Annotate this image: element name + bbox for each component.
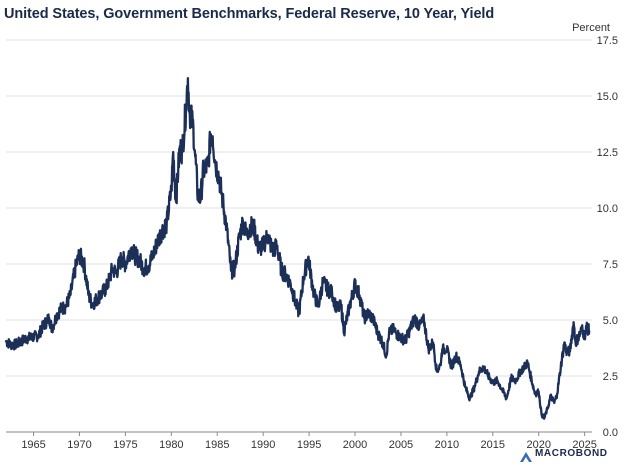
x-tick-label: 2015	[481, 439, 505, 451]
x-tick-label: 1975	[113, 439, 137, 451]
y-tick-label: 7.5	[603, 259, 618, 271]
y-tick-label: 10.0	[597, 203, 618, 215]
watermark-text: MACROBOND	[535, 448, 608, 459]
axes	[6, 431, 592, 436]
x-tick-label: 1990	[251, 439, 275, 451]
chart-title: United States, Government Benchmarks, Fe…	[4, 6, 495, 22]
y-tick-label: 12.5	[597, 147, 618, 159]
x-axis-tick-labels: 1965 1970 1975 1980 1985 1990 1995 2000 2005 2010…	[21, 439, 597, 451]
x-tick-label: 2025	[572, 439, 596, 451]
x-tick-label: 2005	[389, 439, 413, 451]
gridlines	[6, 39, 592, 377]
x-tick-label: 1970	[67, 439, 91, 451]
y-tick-label: 15.0	[597, 91, 618, 103]
x-tick-label: 1995	[297, 439, 321, 451]
y-tick-label: 5.0	[603, 315, 618, 327]
series-layer	[4, 76, 591, 420]
x-tick-label: 2010	[435, 439, 459, 451]
y-axis-tick-labels: 0.0 2.5 5.0 7.5 10.0 12.5 15.0 17.5	[597, 35, 618, 439]
series-line-10y-yield	[4, 76, 591, 420]
y-axis-unit-label: Percent	[572, 22, 610, 34]
x-tick-label: 1965	[21, 439, 45, 451]
x-tick-label: 1980	[159, 439, 183, 451]
y-tick-label: 17.5	[597, 35, 618, 47]
x-tick-label: 1985	[205, 439, 229, 451]
x-tick-label: 2020	[526, 439, 550, 451]
y-tick-label: 2.5	[603, 371, 618, 383]
macrobond-logo-icon	[520, 449, 532, 462]
macrobond-watermark: MACROBOND	[520, 448, 608, 462]
y-tick-label: 0.0	[603, 427, 618, 439]
x-tick-label: 2000	[343, 439, 367, 451]
